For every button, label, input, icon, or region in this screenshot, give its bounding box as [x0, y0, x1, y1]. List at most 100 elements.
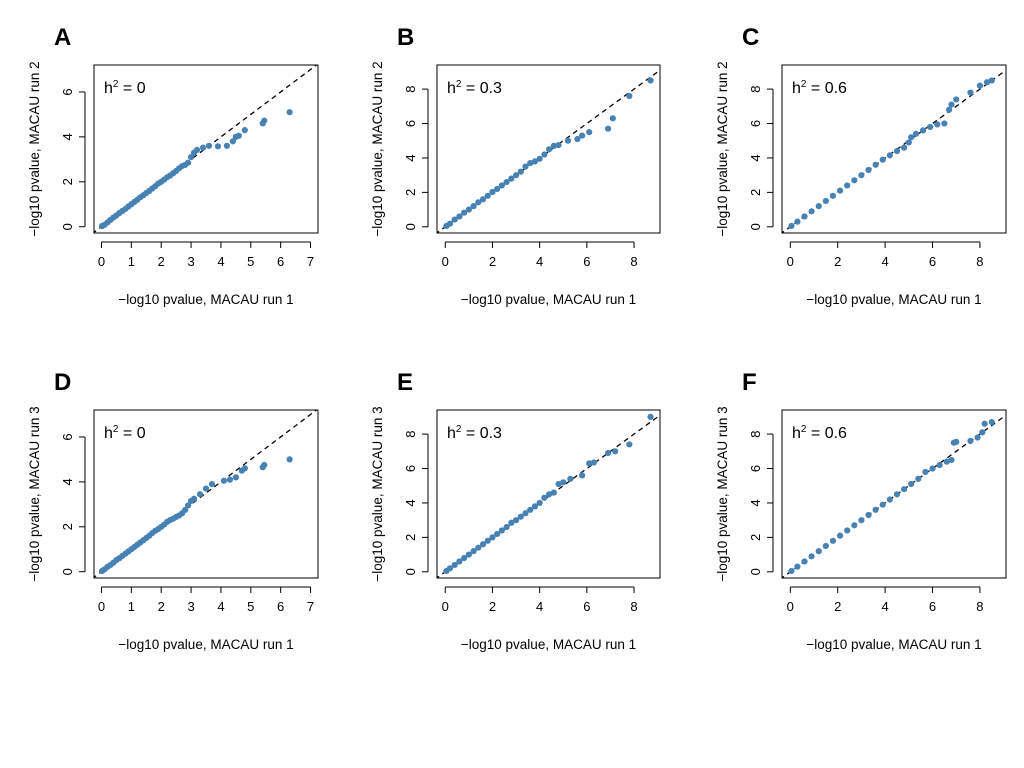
data-point [508, 519, 515, 526]
data-point [912, 130, 920, 137]
data-point [517, 513, 524, 520]
data-point [886, 152, 893, 159]
data-point [512, 517, 520, 524]
x-tick-label: 2 [489, 599, 496, 614]
heritability-superscript: 2 [113, 79, 119, 90]
data-point [489, 188, 496, 196]
data-point [851, 177, 858, 184]
data-point [967, 89, 974, 96]
heritability-superscript: 2 [801, 424, 807, 435]
x-tick-label: 8 [630, 254, 637, 269]
data-point [241, 465, 248, 472]
data-point [974, 434, 981, 441]
y-tick-label: 4 [60, 478, 75, 485]
data-point [604, 449, 612, 457]
y-tick-label: 8 [403, 430, 418, 437]
x-tick-label: 4 [217, 599, 224, 614]
x-tick-label: 7 [307, 599, 314, 614]
x-axis-title: −log10 pvalue, MACAU run 1 [461, 292, 636, 307]
heritability-value: = 0.6 [806, 425, 847, 442]
x-axis-title: −log10 pvalue, MACAU run 1 [118, 292, 293, 307]
data-point [872, 506, 879, 513]
heritability-symbol: h [104, 80, 113, 97]
data-point [879, 501, 886, 508]
y-tick-label: 6 [748, 120, 763, 127]
x-tick-label: 6 [583, 599, 590, 614]
data-point [893, 147, 901, 155]
data-point [908, 134, 915, 141]
heritability-value: = 0 [118, 425, 145, 442]
data-point [232, 474, 239, 481]
data-point [503, 178, 510, 186]
data-point [494, 530, 501, 538]
data-point [579, 132, 586, 139]
heritability-label: h2 = 0.3 [447, 424, 502, 442]
y-axis-title: −log10 pvalue, MACAU run 3 [27, 406, 42, 581]
panel-letter: A [54, 24, 71, 51]
data-point [976, 82, 984, 89]
data-point [801, 213, 808, 220]
data-point [531, 503, 539, 510]
data-point [865, 166, 872, 174]
data-point [226, 476, 233, 483]
data-point [919, 127, 927, 134]
panel-E: E 0 2 4 6 8 0 2 4 6 8 −log10 pvalue, MACAU run 1 −lo… [370, 369, 661, 652]
heritability-label: h2 = 0 [104, 424, 146, 442]
heritability-symbol: h [447, 80, 456, 97]
panel-letter: F [742, 369, 757, 396]
data-point [788, 222, 795, 230]
data-point [550, 142, 557, 150]
x-tick-label: 3 [187, 254, 194, 269]
x-tick-label: 0 [98, 599, 105, 614]
x-tick-label: 3 [187, 599, 194, 614]
panel-B: B 0 2 4 6 8 0 2 4 6 8 −log10 pvalue, MACAU run 1 −lo… [370, 24, 661, 307]
data-point [647, 77, 654, 84]
data-point [560, 479, 567, 486]
y-tick-label: 0 [60, 223, 75, 230]
data-point [815, 203, 822, 210]
data-point [235, 132, 242, 139]
heritability-superscript: 2 [456, 424, 462, 435]
y-tick-label: 2 [60, 523, 75, 530]
data-point [205, 142, 213, 149]
y-tick-label: 4 [748, 499, 763, 506]
data-point [498, 182, 505, 189]
data-point [196, 491, 204, 498]
data-point [808, 553, 815, 560]
y-tick-label: 6 [748, 465, 763, 472]
data-point [915, 475, 922, 482]
data-point [456, 558, 463, 565]
x-tick-label: 4 [217, 254, 224, 269]
panel-letter: B [397, 24, 414, 51]
data-point [512, 172, 520, 179]
data-point [822, 542, 829, 550]
heritability-label: h2 = 0.3 [447, 79, 502, 97]
data-point [981, 420, 988, 427]
data-point [590, 459, 598, 466]
panel-F: F 0 2 4 6 8 0 2 4 6 8 −log10 pvalue, MACAU run 1 −lo… [715, 369, 1007, 652]
data-point [988, 77, 995, 84]
data-point [612, 448, 619, 455]
data-point [967, 437, 974, 445]
data-point [941, 120, 948, 127]
x-axis-title: −log10 pvalue, MACAU run 1 [118, 637, 293, 652]
points [788, 77, 995, 230]
data-point [948, 101, 955, 108]
x-tick-label: 8 [976, 254, 983, 269]
panel-letter: E [397, 369, 413, 396]
data-point [829, 537, 837, 544]
data-point [574, 135, 581, 143]
y-tick-label: 6 [403, 465, 418, 472]
data-point [184, 502, 192, 509]
y-axis-title: −log10 pvalue, MACAU run 3 [370, 406, 385, 581]
x-axis-title: −log10 pvalue, MACAU run 1 [461, 637, 636, 652]
y-tick-label: 6 [403, 120, 418, 127]
x-tick-label: 4 [536, 254, 543, 269]
data-point [922, 468, 929, 476]
x-tick-label: 2 [158, 254, 165, 269]
y-tick-label: 0 [748, 223, 763, 230]
data-point [475, 544, 482, 551]
data-point [461, 554, 468, 562]
data-point [527, 160, 534, 167]
